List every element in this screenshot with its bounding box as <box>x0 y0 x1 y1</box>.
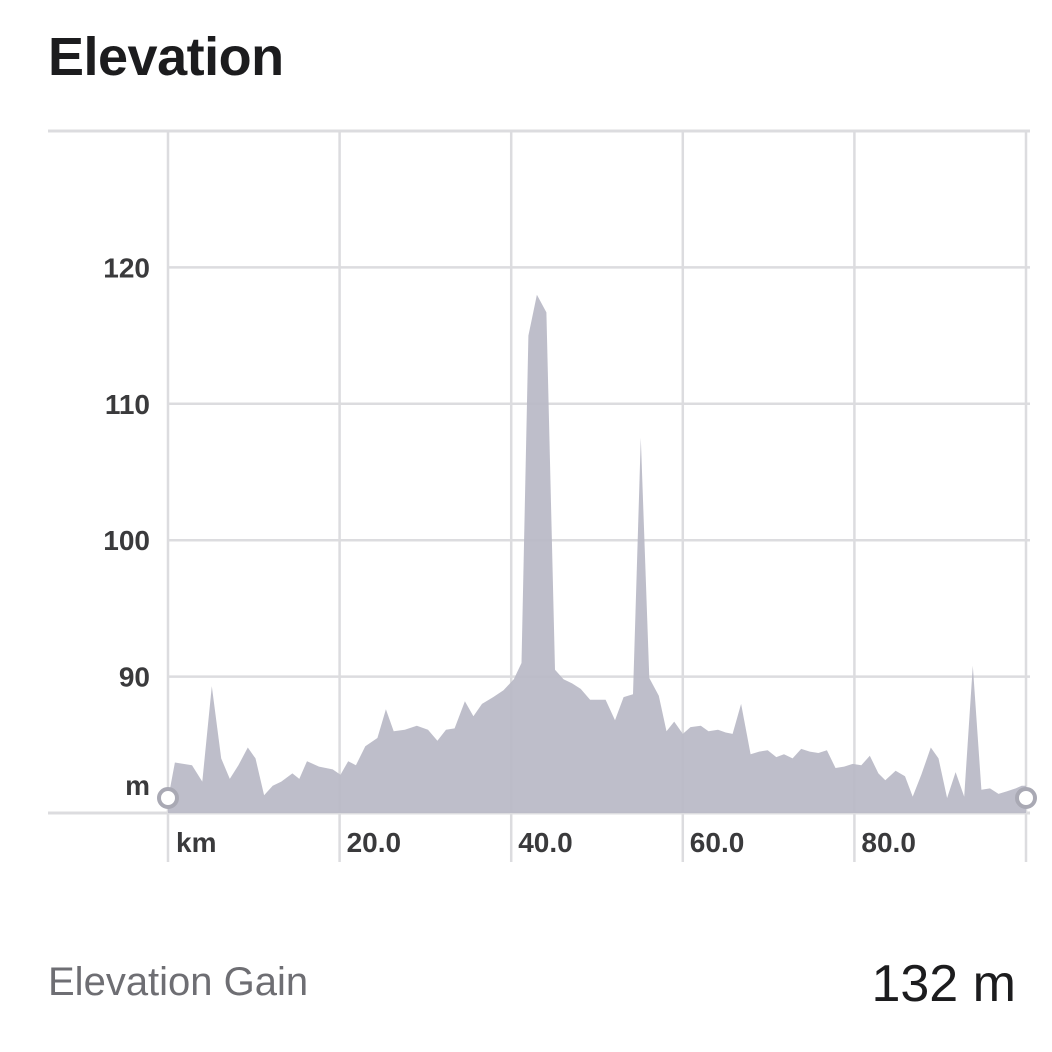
y-unit-label: m <box>125 770 150 801</box>
x-tick-label: 40.0 <box>518 827 573 858</box>
elevation-gain-value: 132 m <box>871 955 1016 1013</box>
elevation-area-series <box>168 294 1026 813</box>
x-tick-label: 80.0 <box>861 827 916 858</box>
y-tick-label: 110 <box>105 389 150 420</box>
x-tick-label: 20.0 <box>347 827 402 858</box>
elevation-chart[interactable]: 90 100 110 120 mkm 20.0 40.0 60.0 80.0 <box>0 0 1052 900</box>
chart-grid <box>48 129 1030 862</box>
page-title: Elevation <box>48 27 284 87</box>
chart-area-layer <box>168 294 1026 813</box>
x-tick-label: 60.0 <box>690 827 745 858</box>
y-tick-label: 90 <box>119 662 150 693</box>
elevation-gain-label: Elevation Gain <box>48 960 309 1004</box>
y-tick-label: 120 <box>103 252 150 283</box>
x-unit-label: km <box>176 827 216 858</box>
y-tick-label: 100 <box>103 525 150 556</box>
range-handle-start[interactable] <box>157 787 179 809</box>
range-handles[interactable] <box>157 787 1037 809</box>
chart-labels: 90 100 110 120 mkm 20.0 40.0 60.0 80.0 <box>103 252 916 858</box>
range-handle-end[interactable] <box>1015 787 1037 809</box>
